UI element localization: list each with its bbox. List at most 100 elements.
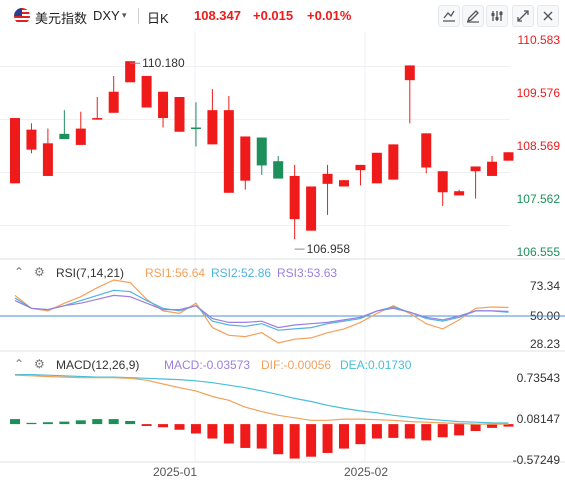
expand-icon[interactable] (512, 5, 534, 27)
macd-histogram-bar (207, 424, 218, 439)
macd-histogram-bar (158, 424, 169, 428)
dea-value: DEA:0.01730 (340, 358, 412, 372)
macd-histogram-bar (240, 424, 251, 448)
macd-histogram-bar (125, 420, 136, 425)
pen-icon[interactable] (462, 5, 484, 27)
candle-body (503, 152, 514, 161)
rsi-line-rsi3 (14, 294, 509, 329)
price-axis-label: 110.583 (518, 33, 561, 47)
indicator-settings-icon[interactable]: ⚙ (34, 265, 45, 279)
macd-pane: 0.73543 0.08147 -0.57249 (10, 371, 560, 467)
candle-body (75, 128, 86, 145)
candlestick-pane: 110.583 109.576 108.569 107.562 106.555 110.1… (10, 33, 560, 259)
candle-body (158, 91, 169, 119)
macd-histogram-bar (256, 424, 267, 449)
candle-body (42, 143, 53, 176)
candle-body (388, 144, 399, 180)
rsi-title: RSI(7,14,21) (56, 266, 125, 280)
candle-body (322, 173, 333, 184)
candle-body (371, 152, 382, 184)
price-axis-label: 109.576 (517, 86, 561, 100)
x-axis-label: 2025-02 (344, 465, 388, 479)
candle-body (108, 91, 119, 113)
candle-body (92, 118, 103, 120)
candle-body (223, 110, 234, 193)
symbol-code[interactable]: DXY (93, 8, 120, 23)
macd-axis-label: 0.73543 (517, 371, 561, 385)
macd-histogram-bar (421, 424, 432, 441)
candle-body (125, 61, 136, 83)
current-price: 108.347 (194, 8, 241, 23)
macd-histogram-bar (470, 424, 481, 432)
macd-histogram-bar (75, 420, 86, 425)
macd-histogram-bar (59, 421, 70, 425)
candle-body (289, 175, 300, 220)
candle-body (174, 97, 185, 132)
candle-body (487, 161, 498, 176)
candle-body (404, 65, 415, 81)
macd-histogram-bar (273, 424, 284, 455)
macd-histogram-bar (92, 419, 103, 425)
header-bar: 美元指数 DXY ▾ 日K 108.347 +0.015 +0.01% (0, 0, 565, 32)
macd-value: MACD:-0.03573 (164, 358, 251, 372)
candle-body (26, 129, 37, 150)
candle-body (355, 164, 366, 171)
collapse-icon[interactable]: ⌃ (14, 265, 25, 279)
candle-body (421, 133, 432, 168)
collapse-icon[interactable]: ⌃ (14, 357, 25, 371)
close-icon[interactable] (537, 5, 559, 27)
candle-body (306, 186, 317, 231)
macd-histogram-bar (223, 424, 234, 444)
rsi-line-rsi1 (14, 279, 509, 344)
indicator-settings-icon[interactable]: ⚙ (34, 357, 45, 371)
period-selector[interactable]: 日K (147, 11, 169, 26)
low-label: 106.958 (307, 242, 351, 256)
candle-body (141, 75, 152, 108)
price-axis-label: 106.555 (517, 245, 561, 259)
draw-line-icon[interactable] (438, 5, 460, 27)
candle-body (240, 136, 251, 181)
price-axis-label: 108.569 (517, 139, 561, 153)
macd-histogram-bar (174, 424, 185, 430)
price-axis-label: 107.562 (517, 192, 561, 206)
macd-histogram-bar (487, 424, 498, 428)
macd-histogram-bar (503, 424, 514, 427)
candle-body (454, 191, 465, 196)
macd-histogram-bar (108, 419, 119, 425)
candle-body (470, 166, 481, 172)
settings-icon[interactable] (486, 5, 508, 27)
macd-histogram-bar (190, 424, 201, 434)
price-change-pct: +0.01% (307, 8, 352, 23)
dea-line (15, 374, 509, 424)
candle-body (10, 118, 20, 184)
symbol-name[interactable]: 美元指数 (35, 11, 88, 26)
macd-histogram-bar (10, 419, 20, 425)
rsi3-value: RSI3:53.63 (277, 266, 338, 280)
symbol-dropdown-icon[interactable]: ▾ (122, 10, 127, 20)
header-divider (138, 8, 139, 24)
macd-histogram-bar (339, 424, 349, 449)
candle-body (273, 161, 284, 179)
us-flag-icon (14, 8, 30, 24)
macd-histogram-bar (289, 424, 300, 459)
x-axis: 2025-01 2025-02 (153, 465, 388, 479)
macd-histogram-bar (371, 424, 382, 439)
macd-histogram-bar (322, 424, 333, 453)
rsi2-value: RSI2:52.86 (211, 266, 272, 280)
high-label: 110.180 (142, 56, 185, 70)
macd-histogram-bar (141, 424, 152, 426)
candle-body (207, 110, 218, 145)
rsi-line-rsi2 (14, 289, 509, 331)
dif-value: DIF:-0.00056 (261, 358, 332, 372)
macd-histogram-bar (306, 424, 317, 457)
candle-body (437, 171, 448, 193)
x-axis-label: 2025-01 (153, 465, 197, 479)
macd-histogram-bar (42, 422, 53, 425)
candle-body (59, 133, 70, 140)
dif-line (14, 374, 509, 425)
candle-body (339, 180, 349, 187)
macd-histogram-bar (355, 424, 366, 445)
